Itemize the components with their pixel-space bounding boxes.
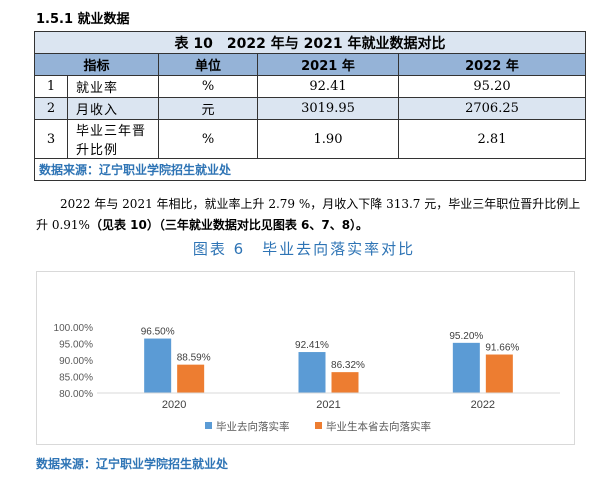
summary-paragraph: 2022 年与 2021 年相比，就业率上升 2.79 %，月收入下降 313.… <box>36 194 588 236</box>
data-label: 88.59% <box>177 353 211 364</box>
employment-data-table: 表 10 2022 年与 2021 年就业数据对比 指标 单位 2021 年 2… <box>34 31 586 181</box>
summary-text: 2022 年与 2021 年相比，就业率上升 2.79 %，月收入下降 313.… <box>36 197 581 232</box>
data-label: 86.32% <box>331 360 365 371</box>
data-label: 95.20% <box>449 331 483 342</box>
legend-label: 毕业生本省去向落实率 <box>326 420 431 433</box>
row-2021: 1.90 <box>257 119 399 159</box>
chart-container: 80.00% 85.00% 90.00% 95.00% 100.00% 96.50% 88.… <box>36 271 575 445</box>
header-2021: 2021 年 <box>257 53 399 76</box>
data-label: 91.66% <box>485 343 519 354</box>
x-tick-label: 2022 <box>471 399 495 411</box>
row-indicator: 毕业三年晋升比例 <box>67 119 159 159</box>
row-unit: 元 <box>158 97 258 120</box>
row-2022: 2.81 <box>398 119 586 159</box>
bar <box>331 372 359 393</box>
x-tick-label: 2020 <box>162 399 186 411</box>
row-index: 3 <box>34 119 68 159</box>
bar-chart: 80.00% 85.00% 90.00% 95.00% 100.00% 96.50% 88.… <box>54 323 560 433</box>
table-row: 2 月收入 元 3019.95 2706.25 <box>34 97 586 120</box>
row-2021: 92.41 <box>257 75 399 98</box>
y-tick-label: 85.00% <box>59 373 93 384</box>
summary-reference: （见表 10）（三年就业数据对比见图表 6、7、8）。 <box>89 218 369 232</box>
table-row: 1 就业率 % 92.41 95.20 <box>34 75 586 98</box>
bar <box>298 352 326 393</box>
y-tick-label: 90.00% <box>59 356 93 367</box>
legend-swatch <box>315 422 322 429</box>
table-row: 3 毕业三年晋升比例 % 1.90 2.81 <box>34 119 586 159</box>
row-indicator: 月收入 <box>67 97 159 120</box>
header-2022: 2022 年 <box>398 53 586 76</box>
bar <box>485 354 513 393</box>
figure-caption: 图表 6 毕业去向落实率对比 <box>192 240 416 258</box>
legend-swatch <box>205 422 212 429</box>
section-heading: 1.5.1 就业数据 <box>36 12 130 27</box>
figure-source: 数据来源：辽宁职业学院招生就业处 <box>36 457 229 471</box>
data-label: 96.50% <box>141 327 175 338</box>
header-unit: 单位 <box>158 53 258 76</box>
data-label: 92.41% <box>295 340 329 351</box>
table-title: 表 10 2022 年与 2021 年就业数据对比 <box>34 31 586 54</box>
header-indicator: 指标 <box>34 53 159 76</box>
table-source-row: 数据来源：辽宁职业学院招生就业处 <box>34 158 586 181</box>
row-unit: % <box>158 119 258 159</box>
table-header-row: 指标 单位 2021 年 2022 年 <box>34 53 586 76</box>
row-2022: 95.20 <box>398 75 586 98</box>
row-2022: 2706.25 <box>398 97 586 120</box>
bar <box>177 364 205 393</box>
row-indicator: 就业率 <box>67 75 159 98</box>
row-index: 1 <box>34 75 68 98</box>
bar <box>144 338 172 393</box>
table-title-row: 表 10 2022 年与 2021 年就业数据对比 <box>34 31 586 54</box>
row-unit: % <box>158 75 258 98</box>
legend-label: 毕业去向落实率 <box>216 420 290 433</box>
row-2021: 3019.95 <box>257 97 399 120</box>
x-tick-label: 2021 <box>316 399 340 411</box>
bar <box>452 342 480 393</box>
y-tick-label: 95.00% <box>59 340 93 351</box>
row-index: 2 <box>34 97 68 120</box>
table-source: 数据来源：辽宁职业学院招生就业处 <box>34 158 586 181</box>
y-tick-label: 80.00% <box>59 389 93 400</box>
y-tick-label: 100.00% <box>54 323 94 334</box>
